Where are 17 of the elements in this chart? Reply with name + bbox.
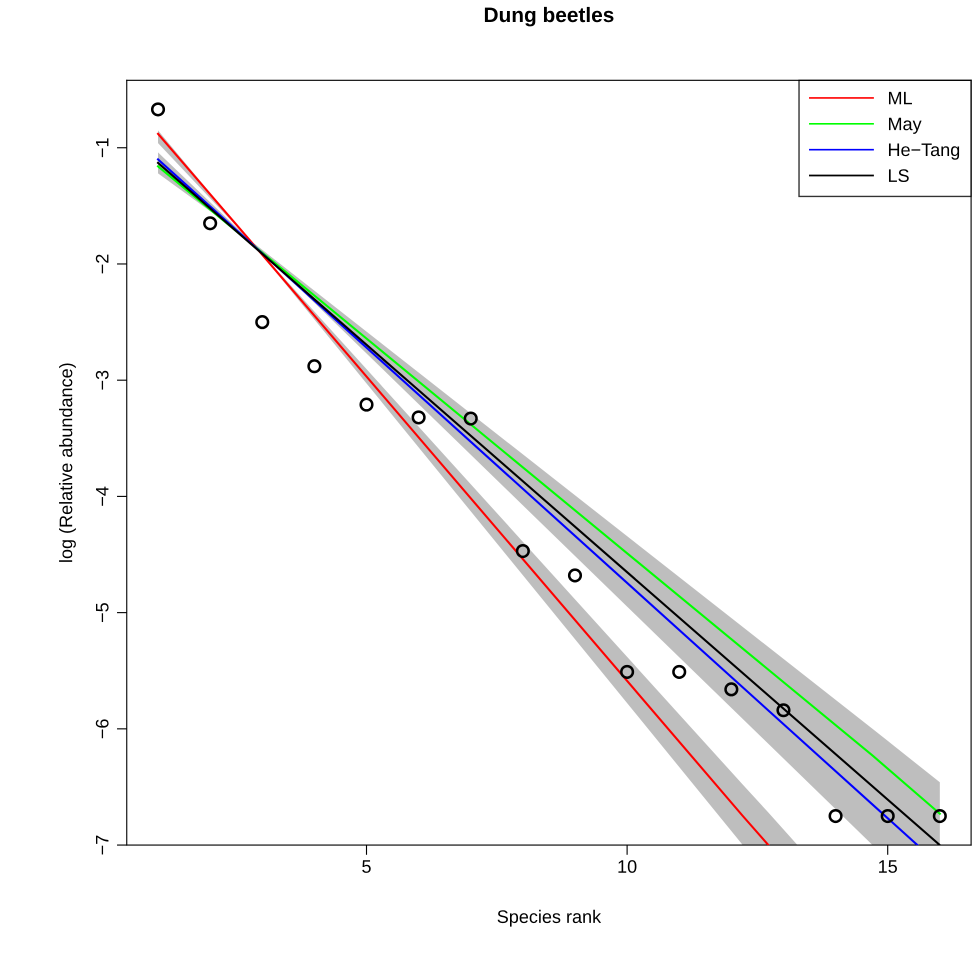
legend-label: May [888,118,922,134]
chart-title: Dung beetles [484,6,614,26]
y-tick-label: −4 [96,486,108,506]
legend-label: ML [888,92,912,104]
x-tick-label: 15 [879,860,897,873]
x-tick-label: 5 [362,860,371,873]
x-tick-label: 10 [618,860,636,873]
y-tick-label: −5 [96,603,109,622]
legend-label: He−Tang [888,144,960,160]
x-axis-title: Species rank [498,910,602,927]
y-axis-title: log (Relative abundance) [59,363,76,562]
y-tick-label: −7 [96,836,108,854]
y-tick-label: −6 [96,719,109,738]
y-tick-label: −2 [96,254,108,274]
legend-label: LS [888,169,909,182]
y-tick-label: −1 [96,138,108,158]
y-tick-label: −3 [96,370,109,390]
